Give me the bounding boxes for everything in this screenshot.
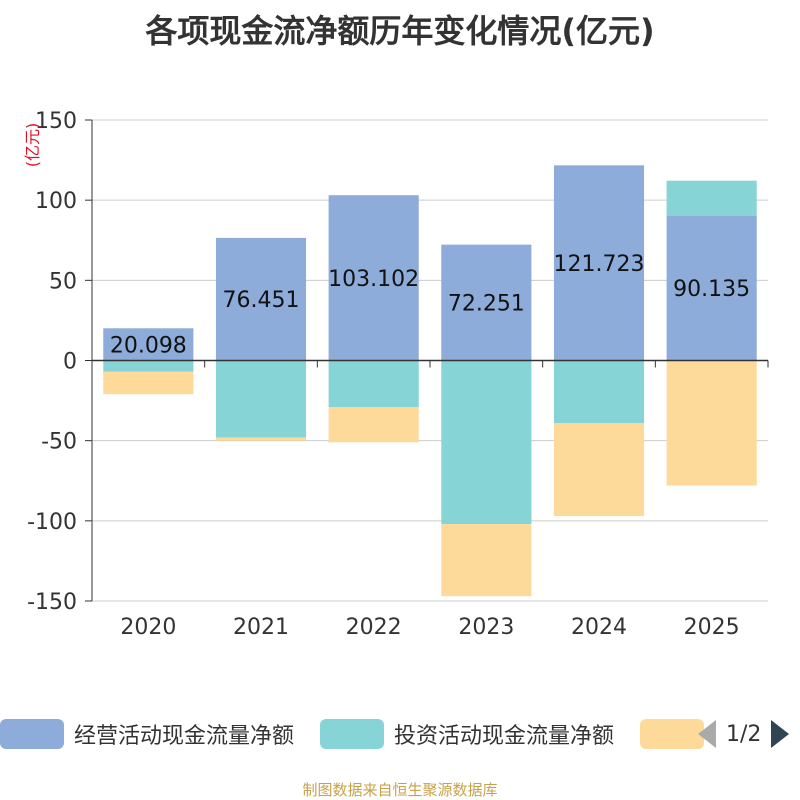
bar-2021-series-0[interactable] — [215, 237, 307, 361]
bar-2023-series-1[interactable] — [441, 360, 532, 525]
x-tick-label: 2023 — [458, 615, 514, 640]
legend-swatch-operating — [0, 719, 64, 749]
x-tick-label: 2022 — [346, 615, 402, 640]
legend: 经营活动现金流量净额 投资活动现金流量净额 1/2 — [0, 714, 800, 754]
bar-2020-series-1[interactable] — [103, 360, 194, 372]
data-label-2021: 76.451 — [223, 288, 300, 313]
x-tick-label: 2025 — [684, 615, 740, 640]
data-label-2020: 20.098 — [110, 333, 187, 358]
bar-2024-series-2[interactable] — [553, 423, 645, 517]
bar-2022-series-2[interactable] — [328, 406, 419, 443]
bar-2023-series-0[interactable] — [441, 244, 532, 361]
legend-item-operating[interactable]: 经营活动现金流量净额 — [0, 714, 294, 754]
legend-label-investing: 投资活动现金流量净额 — [394, 724, 615, 749]
bar-layer — [103, 165, 757, 597]
bar-2021-series-1[interactable] — [215, 360, 307, 438]
data-label-2023: 72.251 — [448, 292, 525, 317]
bar-2025-series-0[interactable] — [666, 215, 757, 361]
data-label-2025: 90.135 — [673, 277, 750, 302]
bar-2021-series-2[interactable] — [215, 437, 307, 441]
pager-prev-icon[interactable] — [698, 720, 716, 748]
axis-layer: 150 100 50 0 -50 -100 -150 (亿元) 2020 2021 2022 2023… — [23, 109, 769, 640]
y-tick-label: 50 — [49, 269, 77, 294]
data-label-2022: 103.102 — [328, 267, 419, 292]
x-tick-label: 2021 — [233, 615, 289, 640]
bar-2020-series-2[interactable] — [103, 371, 194, 395]
y-tick-label: 100 — [35, 189, 77, 214]
legend-swatch-investing — [320, 719, 384, 749]
y-tick-label: 150 — [35, 109, 77, 134]
y-tick-label: -50 — [41, 430, 77, 455]
bar-2022-series-0[interactable] — [328, 195, 419, 361]
legend-label-operating: 经营活动现金流量净额 — [74, 724, 295, 749]
bar-2025-series-2[interactable] — [666, 360, 757, 486]
bar-2022-series-1[interactable] — [328, 360, 419, 407]
bar-2024-series-0[interactable] — [553, 165, 645, 361]
chart: 150 100 50 0 -50 -100 -150 (亿元) 2020 2021 2022 2023… — [23, 109, 769, 640]
chart-title: 各项现金流净额历年变化情况(亿元) — [145, 12, 655, 50]
bar-2024-series-1[interactable] — [553, 360, 645, 424]
y-tick-label: -150 — [27, 590, 77, 615]
pager-next-icon[interactable] — [771, 720, 790, 748]
legend-pager: 1/2 — [698, 714, 790, 754]
legend-swatch-financing — [640, 719, 704, 749]
bar-2025-series-1[interactable] — [666, 180, 757, 216]
legend-item-financing[interactable] — [640, 714, 704, 754]
legend-item-investing[interactable]: 投资活动现金流量净额 — [320, 714, 614, 754]
x-tick-label: 2024 — [571, 615, 627, 640]
bar-2023-series-2[interactable] — [441, 524, 532, 597]
y-tick-label: 0 — [63, 350, 77, 375]
label-layer: 20.098 76.451 103.102 72.251 121.723 90.135 — [110, 252, 750, 358]
x-tick-label: 2020 — [120, 615, 176, 640]
source-note: 制图数据来自恒生聚源数据库 — [302, 781, 498, 799]
pager-text: 1/2 — [726, 721, 762, 747]
data-label-2024: 121.723 — [554, 252, 645, 277]
y-axis-unit-label: (亿元) — [23, 123, 42, 168]
bar-2020-series-0[interactable] — [103, 328, 194, 361]
y-tick-label: -100 — [27, 510, 77, 535]
